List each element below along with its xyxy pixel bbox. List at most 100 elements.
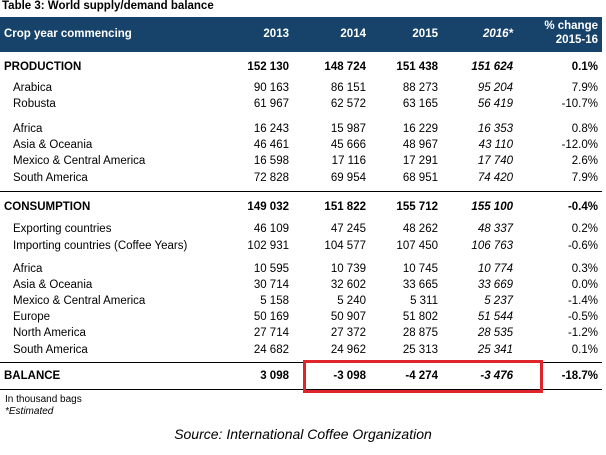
cell-change: 7.9% [571,172,598,184]
cell-2013: 50 169 [253,311,289,323]
cell-change: 2.6% [571,155,598,167]
table-row: PRODUCTION 152 130 148 724 151 438 151 6… [0,59,602,75]
cell-2015: 51 802 [402,311,438,323]
cell-2016: 33 669 [477,279,513,291]
cell-2013: 46 109 [253,223,289,235]
cell-change: -1.4% [567,295,598,307]
row-label: Robusta [13,98,56,110]
cell-2015: 107 450 [396,240,438,252]
cell-2014: 69 954 [330,172,366,184]
cell-2016: -3 476 [480,370,513,382]
header-col-2015: 2015 [412,28,438,40]
cell-2016: 151 624 [471,61,513,73]
cell-2016: 5 237 [484,295,513,307]
cell-2015: 28 875 [402,327,438,339]
cell-2015: 48 262 [402,223,438,235]
table-row: South America 72 828 69 954 68 951 74 42… [0,170,602,186]
row-label: BALANCE [4,370,61,382]
table-row: South America 24 682 24 962 25 313 25 34… [0,342,602,358]
cell-2014: -3 098 [333,370,366,382]
source-caption: Source: International Coffee Organizatio… [174,426,432,442]
cell-change: 0.2% [571,223,598,235]
cell-2013: 27 714 [253,327,289,339]
row-label: Mexico & Central America [13,295,146,307]
cell-2015: 17 291 [402,155,438,167]
row-label: South America [13,172,88,184]
cell-2016: 51 544 [477,311,513,323]
cell-2014: 62 572 [330,98,366,110]
cell-2013: 30 714 [253,279,289,291]
cell-change: -12.0% [561,139,598,151]
cell-2016: 95 204 [477,82,513,94]
cell-2016: 48 337 [477,223,513,235]
table-row: Mexico & Central America 5 158 5 240 5 3… [0,293,602,309]
cell-2014: 151 822 [324,201,366,213]
cell-change: 0.1% [571,61,598,73]
estimated-note: *Estimated [5,406,54,417]
cell-2013: 90 163 [253,82,289,94]
cell-change: 7.9% [571,82,598,94]
cell-2013: 5 158 [260,295,289,307]
cell-2015: 25 313 [402,344,438,356]
cell-2015: 5 311 [410,295,438,307]
cell-2013: 152 130 [247,61,289,73]
row-label: Mexico & Central America [13,155,146,167]
row-label: Exporting countries [13,223,112,235]
cell-2015: 68 951 [402,172,438,184]
cell-2013: 61 967 [253,98,289,110]
cell-2014: 86 151 [330,82,366,94]
cell-change: -10.7% [561,98,598,110]
row-label: Europe [13,311,51,323]
table-row: Asia & Oceania 30 714 32 602 33 665 33 6… [0,277,602,293]
cell-2016: 43 110 [478,139,513,151]
cell-2015: 155 712 [396,201,438,213]
table-row: Importing countries (Coffee Years) 102 9… [0,238,602,254]
table-row: Europe 50 169 50 907 51 802 51 544 -0.5% [0,309,602,325]
cell-2016: 16 353 [477,123,513,135]
table-row: Africa 10 595 10 739 10 745 10 774 0.3% [0,261,602,277]
table-row: Asia & Oceania 46 461 45 666 48 967 43 1… [0,137,602,153]
cell-change: -0.6% [567,240,598,252]
header-col-2014: 2014 [340,28,366,40]
highlight-box [303,360,543,393]
cell-2015: -4 274 [405,370,438,382]
header-change-line1: % change [544,20,598,32]
cell-change: 0.8% [571,123,598,135]
cell-2014: 104 577 [324,240,366,252]
cell-2014: 5 240 [337,295,366,307]
cell-change: 0.1% [571,344,598,356]
cell-2014: 50 907 [330,311,366,323]
table-row: BALANCE 3 098 -3 098 -4 274 -3 476 -18.7… [0,368,602,384]
table-header: Crop year commencing 2013 2014 2015 2016… [0,17,602,52]
cell-2015: 88 273 [402,82,438,94]
cell-2016: 74 420 [477,172,513,184]
cell-2014: 27 372 [330,327,366,339]
cell-change: 0.0% [571,279,598,291]
header-col-change: % change 2015-16 [544,19,598,54]
cell-2015: 10 745 [402,263,438,275]
row-label: CONSUMPTION [4,201,91,213]
unit-note: In thousand bags [5,394,82,405]
cell-2016: 17 740 [477,155,513,167]
cell-2016: 28 535 [477,327,513,339]
cell-2016: 56 419 [477,98,513,110]
header-col-2013: 2013 [263,28,289,40]
cell-2016: 155 100 [471,201,513,213]
cell-2013: 3 098 [260,370,289,382]
cell-2014: 148 724 [324,61,366,73]
cell-2016: 25 341 [477,344,513,356]
cell-2016: 10 774 [477,263,513,275]
cell-2014: 47 245 [330,223,366,235]
cell-2015: 33 665 [402,279,438,291]
cell-2013: 72 828 [253,172,289,184]
cell-2014: 10 739 [330,263,366,275]
cell-2016: 106 763 [471,240,513,252]
row-label: Asia & Oceania [13,279,93,291]
cell-2013: 10 595 [253,263,289,275]
cell-change: -0.4% [567,201,598,213]
table-row: CONSUMPTION 149 032 151 822 155 712 155 … [0,199,602,215]
cell-2015: 151 438 [396,61,438,73]
cell-2015: 16 229 [402,123,438,135]
cell-2013: 16 598 [253,155,289,167]
table-row: Robusta 61 967 62 572 63 165 56 419 -10.… [0,96,602,112]
